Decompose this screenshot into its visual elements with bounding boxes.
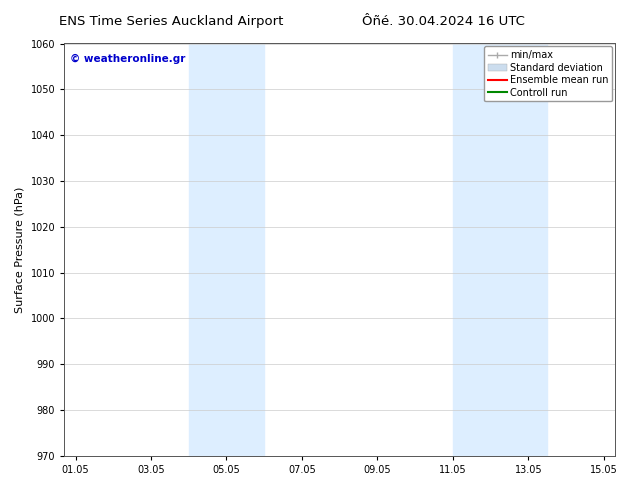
Text: © weatheronline.gr: © weatheronline.gr [70,54,185,64]
Bar [189,44,264,456]
Legend: min/max, Standard deviation, Ensemble mean run, Controll run: min/max, Standard deviation, Ensemble me… [484,47,612,101]
Text: Ôñé. 30.04.2024 16 UTC: Ôñé. 30.04.2024 16 UTC [363,15,525,28]
Y-axis label: Surface Pressure (hPa): Surface Pressure (hPa) [15,187,25,313]
Bar [453,44,547,456]
Text: ENS Time Series Auckland Airport: ENS Time Series Auckland Airport [59,15,283,28]
